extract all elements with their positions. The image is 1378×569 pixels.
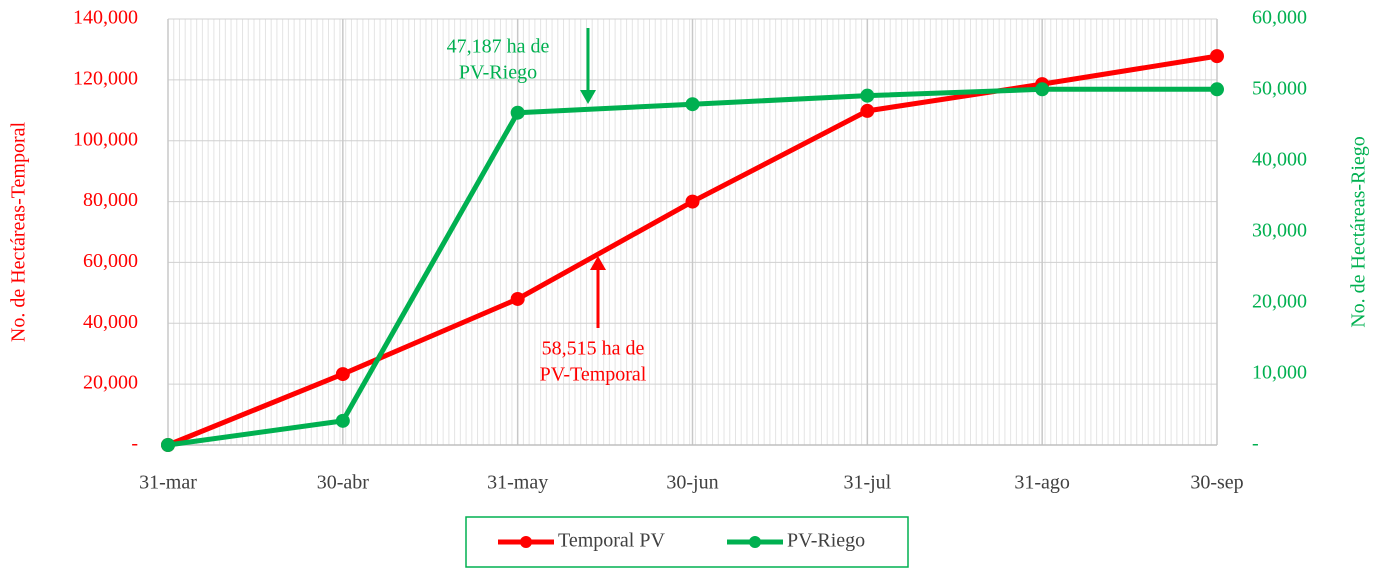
annotation: PV-Riego [459,62,537,84]
y-tick-label: 20,000 [83,372,138,394]
y-tick-label: 80,000 [83,189,138,211]
annotation-arrowhead [590,256,606,270]
y-tick-label: 40,000 [83,311,138,333]
x-tick-label: 31-mar [139,472,197,494]
annotation: 58,515 ha de [542,338,645,360]
y2-tick-label: 20,000 [1252,291,1307,313]
y-tick-label: - [131,433,138,455]
annotation: 47,187 ha de [447,36,550,58]
annotation: PV-Temporal [540,364,647,386]
x-tick-label: 30-jun [666,472,718,494]
y2-tick-label: 30,000 [1252,220,1307,242]
y2-tick-label: - [1252,433,1259,455]
x-tick-label: 30-abr [317,472,370,494]
y2-tick-label: 60,000 [1252,7,1307,29]
data-point [1035,82,1050,97]
y-tick-label: 60,000 [83,250,138,272]
plot: - 20,000 40,000 60,000 80,000 100,000 120,000 1… [73,7,1307,494]
data-point [685,97,700,112]
data-point [161,438,175,452]
data-point [510,105,525,120]
legend-label: Temporal PV [558,530,665,552]
data-point [860,103,875,118]
y2-tick-label: 40,000 [1252,149,1307,171]
data-point [335,367,350,382]
annotation-arrowhead [580,90,596,104]
y2-axis-label: No. de Hectáreas-Riego [1348,136,1370,328]
x-tick-label: 31-may [487,472,548,494]
x-tick-label: 30-sep [1190,472,1243,494]
x-tick-label: 31-jul [843,472,891,494]
data-point [1210,49,1224,64]
y-axis-label: No. de Hectáreas-Temporal [8,121,30,342]
y2-tick-label: 10,000 [1252,362,1307,384]
data-point [685,194,700,209]
y-tick-label: 120,000 [73,67,138,89]
x-tick-label: 31-ago [1014,472,1070,494]
data-point [510,291,525,306]
y-tick-label: 100,000 [73,128,138,150]
data-point [335,413,350,428]
y2-tick-label: 50,000 [1252,78,1307,100]
legend-label: PV-Riego [787,530,865,552]
data-point [860,88,875,103]
data-point [1210,82,1224,97]
y-tick-label: 140,000 [73,7,138,29]
